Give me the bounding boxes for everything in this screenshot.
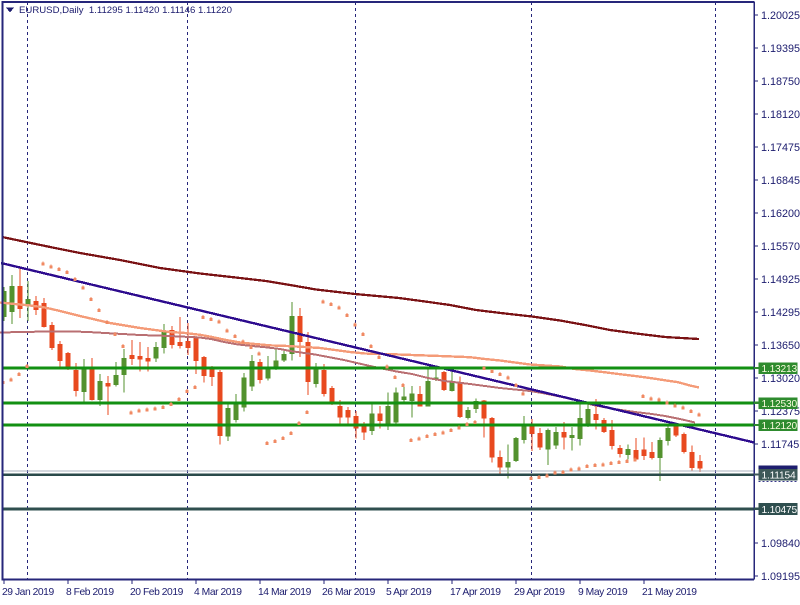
svg-text:21 May 2019: 21 May 2019: [642, 587, 697, 598]
svg-text:14 Mar 2019: 14 Mar 2019: [258, 587, 312, 598]
svg-text:1.14295: 1.14295: [761, 307, 800, 319]
svg-text:1.16200: 1.16200: [761, 208, 800, 220]
svg-text:1.11154: 1.11154: [762, 471, 796, 482]
svg-text:1.12530: 1.12530: [762, 399, 798, 410]
svg-text:1.10475: 1.10475: [762, 505, 798, 516]
svg-text:1.12375: 1.12375: [761, 406, 800, 418]
svg-text:9 May 2019: 9 May 2019: [578, 587, 628, 598]
svg-text:1.18750: 1.18750: [761, 76, 800, 88]
svg-text:1.18120: 1.18120: [761, 109, 800, 121]
svg-text:1.14925: 1.14925: [761, 274, 800, 286]
svg-text:1.15570: 1.15570: [761, 241, 800, 253]
svg-text:29 Apr 2019: 29 Apr 2019: [514, 587, 565, 598]
svg-text:1.20025: 1.20025: [761, 10, 800, 22]
svg-text:17 Apr 2019: 17 Apr 2019: [450, 587, 501, 598]
svg-text:26 Mar 2019: 26 Mar 2019: [322, 587, 376, 598]
svg-text:EURUSD,Daily 1.11295 1.11420: EURUSD,Daily 1.11295 1.11420 1.11146 1.1…: [19, 5, 232, 16]
svg-text:20 Feb 2019: 20 Feb 2019: [130, 587, 184, 598]
svg-text:1.17475: 1.17475: [761, 142, 800, 154]
svg-text:1.19395: 1.19395: [761, 43, 800, 55]
svg-text:1.13213: 1.13213: [762, 364, 798, 375]
svg-text:1.13020: 1.13020: [761, 373, 800, 385]
svg-text:1.13650: 1.13650: [761, 340, 800, 352]
svg-text:1.16845: 1.16845: [761, 175, 800, 187]
svg-text:1.09840: 1.09840: [761, 538, 800, 550]
svg-text:1.09195: 1.09195: [761, 571, 800, 583]
svg-text:1.12120: 1.12120: [762, 421, 798, 432]
svg-text:1.11745: 1.11745: [761, 439, 799, 451]
svg-text:5 Apr 2019: 5 Apr 2019: [386, 587, 432, 598]
svg-text:29 Jan 2019: 29 Jan 2019: [2, 587, 54, 598]
svg-text:4 Mar 2019: 4 Mar 2019: [194, 587, 242, 598]
svg-text:8 Feb 2019: 8 Feb 2019: [66, 587, 114, 598]
